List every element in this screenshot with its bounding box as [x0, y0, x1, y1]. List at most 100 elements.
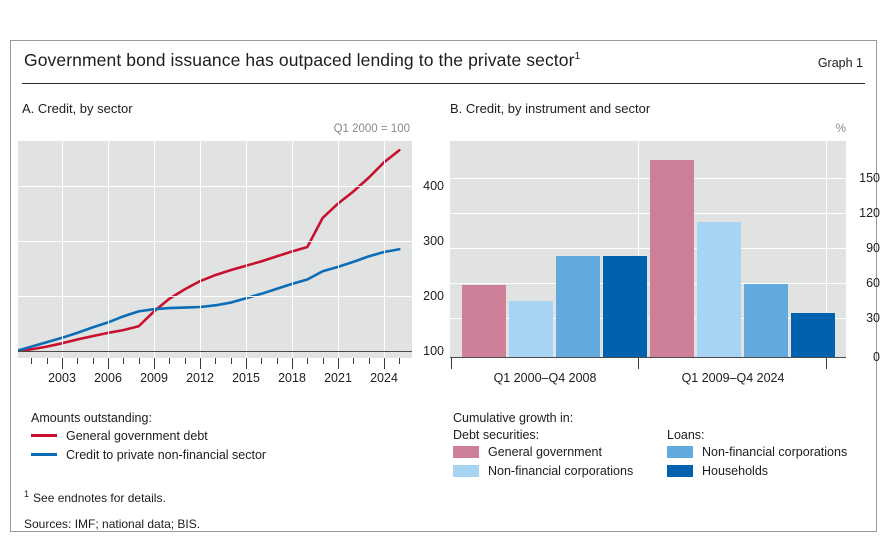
panel-a-tick-2024: [384, 358, 385, 369]
vgridline-right-edge: [826, 141, 827, 358]
panel-b-xtick-0: Q1 2000–Q4 2008: [493, 371, 597, 385]
vgridline-2015: [246, 141, 247, 358]
panel-a-xtick-2012: 2012: [186, 371, 214, 385]
panel-a-tick-2014: [230, 358, 232, 364]
panel-a-ytick-400: 400: [423, 179, 444, 193]
panel-a-legend-item-credit-private-nonfinancial: Credit to private non-financial sector: [31, 448, 266, 462]
panel-a-xtick-2015: 2015: [232, 371, 260, 385]
legend-swatch-pink: [453, 446, 479, 459]
panel-a-ytick-200: 200: [423, 289, 444, 303]
baseline-100: [18, 351, 412, 353]
footnote-text: See endnotes for details.: [33, 491, 166, 505]
panel-b-legend-group-2-header: Loans:: [667, 428, 705, 442]
bar-group-2-loans-households: [791, 312, 835, 357]
panel-a-tick-2012: [200, 358, 201, 369]
panel-a-tick-2020: [322, 358, 324, 364]
vgridline-2024: [384, 141, 385, 358]
sources-note: Sources: IMF; national data; BIS.: [24, 517, 201, 531]
bar-group-1-debt-securities-non-financial-corporations: [509, 300, 553, 357]
legend-swatch-line-blue: [31, 453, 57, 457]
panel-a-ytick-100: 100: [423, 344, 444, 358]
panel-b-ytick-90: 90: [866, 241, 880, 255]
panel-a-ytick-300: 300: [423, 234, 444, 248]
panel-a-tick-2007: [123, 358, 125, 364]
panel-a-series-lines: [18, 148, 401, 353]
vgridline-2009: [154, 141, 155, 358]
panel-b-legend-item-debt-general-government: General government: [453, 445, 602, 459]
gridline-30: [450, 318, 846, 319]
footnote: 1 See endnotes for details.: [24, 489, 166, 505]
panel-b-legend-item-debt-nonfinancial-corporations: Non-financial corporations: [453, 464, 633, 478]
panel-b-ytick-120: 120: [859, 206, 880, 220]
panel-a-legend-label-0: General government debt: [66, 429, 208, 443]
panel-a-tick-2016: [261, 358, 263, 364]
frame-left-border: [10, 40, 11, 532]
panel-a-legend-header: Amounts outstanding:: [31, 411, 152, 425]
title-divider: [22, 83, 865, 85]
panel-a-legend-label-1: Credit to private non-financial sector: [66, 448, 267, 462]
panel-b-legend-label-2: Non-financial corporations: [702, 445, 848, 459]
panel-a-xtick-2024: 2024: [370, 371, 398, 385]
bar-group-2-debt-securities-general-government: [650, 160, 694, 357]
panel-a-tick-2013: [215, 358, 217, 364]
bar-group-1-loans-non-financial-corporations: [556, 255, 600, 357]
panel-a-tick-2010: [169, 358, 171, 364]
vgridline-2012: [200, 141, 201, 358]
gridline-90: [450, 248, 846, 249]
gridline-120: [450, 213, 846, 214]
panel-a-xtick-2018: 2018: [278, 371, 306, 385]
panel-b-ytick-60: 60: [866, 276, 880, 290]
panel-a-tick-2022: [353, 358, 355, 364]
gridline-60: [450, 283, 846, 284]
gridline-400: [18, 186, 412, 187]
bar-group-1-debt-securities-general-government: [462, 285, 506, 357]
panel-a-tick-2018: [292, 358, 293, 369]
panel-b-tick-right: [826, 358, 827, 369]
vgridline-2021: [338, 141, 339, 358]
panel-b-legend-label-3: Households: [702, 464, 769, 478]
panel-a-tick-2009: [154, 358, 155, 369]
panel-a-tick-2003: [62, 358, 63, 369]
legend-swatch-dark-blue: [667, 465, 693, 478]
panel-b-legend-item-loans-nonfinancial-corporations: Non-financial corporations: [667, 445, 847, 459]
line-series-credit-to-private-non-financial-sector: [18, 247, 401, 352]
panel-a-xtick-2006: 2006: [94, 371, 122, 385]
line-series-general-government-debt: [18, 148, 401, 353]
gridline-300: [18, 241, 412, 242]
panel-b-legend-header: Cumulative growth in:: [453, 411, 574, 425]
page-title-text: Government bond issuance has outpaced le…: [24, 50, 575, 70]
panel-a-tick-2025: [399, 358, 401, 364]
panel-a-tick-2011: [184, 358, 186, 364]
gridline-150: [450, 178, 846, 179]
frame-bottom-border: [10, 531, 877, 532]
panel-b-xtick-1: Q1 2009–Q4 2024: [681, 371, 785, 385]
panel-b-ytick-0: 0: [873, 350, 880, 364]
graph-number: Graph 1: [817, 56, 863, 70]
panel-b-legend-label-0: General government: [488, 445, 602, 459]
legend-swatch-line-red: [31, 434, 57, 438]
panel-b-plot-area: [450, 141, 846, 359]
bar-group-2-debt-securities-non-financial-corporations: [697, 222, 741, 357]
footnote-marker: 1: [24, 489, 30, 499]
panel-a-xtick-2021: 2021: [324, 371, 352, 385]
bar-group-1-loans-households: [603, 255, 647, 357]
panel-a-tick-2002: [46, 358, 48, 364]
panel-a-tick-2001: [31, 358, 33, 364]
vgridline-2018: [292, 141, 293, 358]
vgridline-group-separator: [638, 141, 639, 358]
legend-swatch-medium-blue: [667, 446, 693, 459]
legend-swatch-light-blue: [453, 465, 479, 478]
panel-a-xtick-2009: 2009: [140, 371, 168, 385]
panel-a-tick-2008: [138, 358, 140, 364]
panel-b-tick-mid: [638, 358, 639, 369]
bar-group-2-loans-non-financial-corporations: [744, 284, 788, 357]
panel-b-ytick-150: 150: [859, 171, 880, 185]
panel-b-title: B. Credit, by instrument and sector: [450, 101, 651, 116]
page-title: Government bond issuance has outpaced le…: [24, 50, 580, 71]
panel-a-tick-2017: [276, 358, 278, 364]
vgridline-2006: [108, 141, 109, 358]
frame-right-border: [876, 40, 877, 532]
vgridline-2003: [62, 141, 63, 358]
panel-a-plot-area: [18, 141, 412, 358]
page-title-footnote-marker: 1: [574, 50, 581, 63]
